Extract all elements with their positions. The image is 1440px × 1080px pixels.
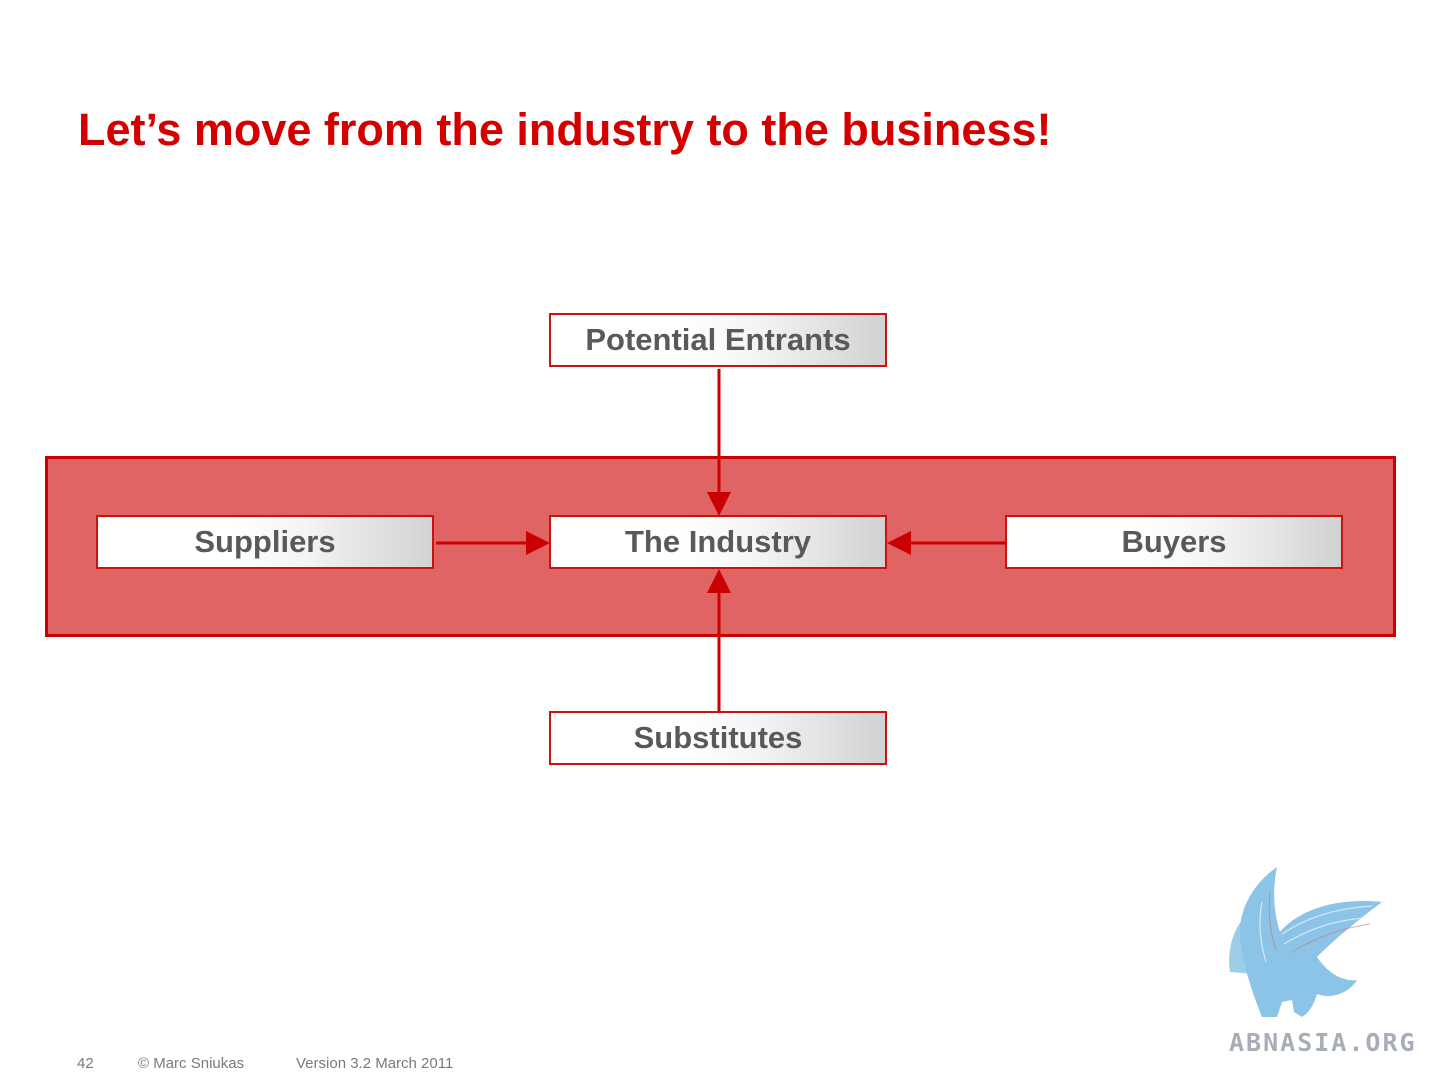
griffin-icon [1229,867,1382,1017]
slide-title: Let’s move from the industry to the busi… [78,104,1052,155]
logo-text: ABNASIA.ORG [1229,1028,1417,1057]
footer-copyright: © Marc Sniukas [138,1055,245,1072]
node-the-industry: The Industry [549,515,887,569]
footer-page-number: 42 [77,1055,94,1072]
node-potential-entrants: Potential Entrants [549,313,887,367]
footer-version: Version 3.2 March 2011 [296,1055,454,1072]
node-suppliers: Suppliers [96,515,434,569]
node-substitutes: Substitutes [549,711,887,765]
node-buyers: Buyers [1005,515,1343,569]
